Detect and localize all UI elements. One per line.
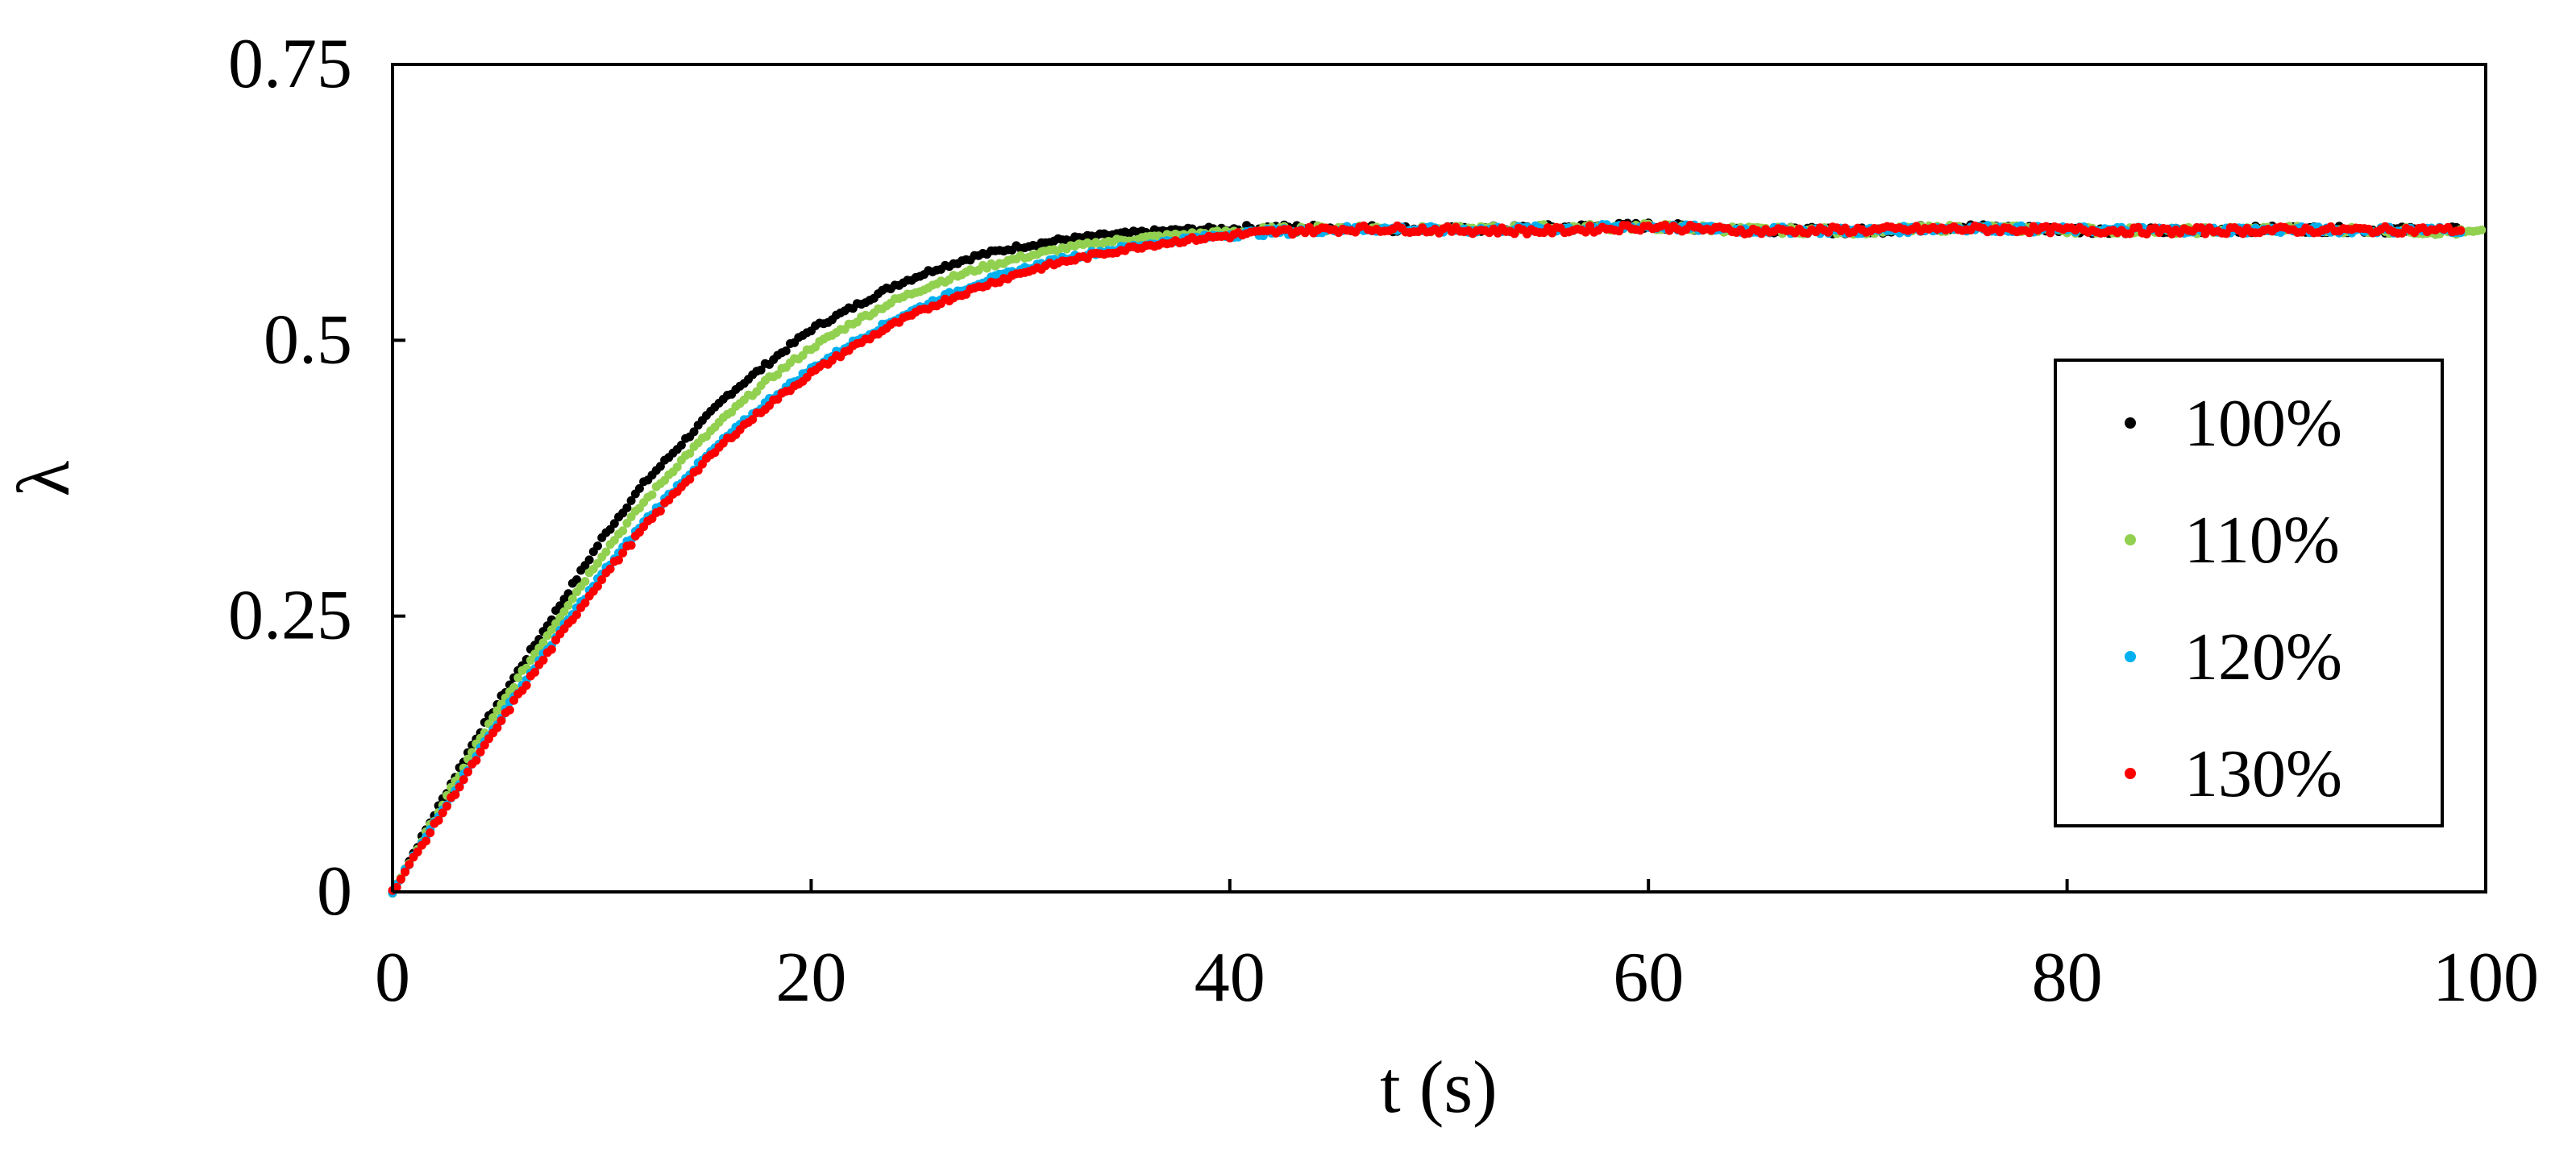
data-point	[614, 555, 623, 565]
data-point	[626, 541, 636, 550]
data-point	[672, 462, 682, 472]
data-point	[593, 541, 602, 551]
x-tick-label: 60	[1613, 939, 1684, 1017]
data-point	[601, 547, 611, 557]
x-tick-label: 80	[2032, 939, 2103, 1017]
x-tick-label: 100	[2433, 939, 2539, 1017]
data-point	[572, 610, 581, 620]
data-point	[422, 836, 431, 846]
y-axis-title: λ	[2, 460, 85, 496]
data-point	[567, 594, 577, 603]
data-point	[413, 847, 422, 856]
data-point	[526, 656, 535, 665]
data-point	[472, 756, 481, 765]
data-point	[492, 723, 502, 732]
data-point	[530, 667, 540, 677]
data-point	[609, 519, 619, 529]
x-tick-label: 20	[775, 939, 846, 1017]
data-point	[597, 575, 607, 584]
data-point	[605, 564, 615, 574]
data-point	[476, 747, 485, 757]
data-point	[546, 645, 556, 654]
axes: 0 20 40 60 80 100 0 0.25 0.5 0.75	[228, 25, 2539, 1017]
data-point	[773, 370, 783, 379]
data-point	[463, 767, 472, 777]
data-point	[509, 695, 519, 705]
data-point	[396, 874, 405, 884]
legend: 100% 110% 120% 130%	[2054, 359, 2444, 827]
data-point	[538, 655, 548, 665]
y-tick-label: 0.75	[228, 25, 352, 103]
legend-marker	[2125, 534, 2136, 545]
legend-label: 110%	[2184, 503, 2340, 578]
data-point	[538, 638, 548, 648]
legend-label: 100%	[2184, 386, 2342, 461]
data-point	[434, 815, 443, 825]
data-point	[401, 867, 410, 877]
data-point	[781, 346, 791, 355]
data-point	[689, 427, 699, 437]
data-point	[580, 598, 590, 607]
data-point	[497, 716, 506, 725]
data-point	[459, 775, 468, 785]
data-point	[593, 582, 602, 591]
data-point	[480, 740, 489, 750]
data-point	[584, 555, 594, 565]
data-point	[685, 475, 695, 484]
data-point	[1585, 221, 1594, 230]
data-point	[572, 575, 581, 584]
data-point	[626, 495, 636, 505]
data-point	[488, 713, 498, 723]
legend-marker	[2125, 768, 2136, 779]
data-point	[426, 828, 435, 838]
y-tick-label: 0	[317, 852, 352, 931]
data-point	[405, 860, 414, 869]
data-point	[655, 462, 665, 471]
legend-label: 120%	[2184, 620, 2342, 695]
data-point	[546, 625, 556, 635]
y-tick-label: 0.5	[264, 301, 352, 379]
legend-label: 130%	[2184, 736, 2342, 811]
x-tick-label: 40	[1195, 939, 1265, 1017]
data-point	[505, 705, 514, 715]
y-tick-label: 0.25	[228, 577, 352, 655]
x-axis-title: t (s)	[1380, 1046, 1498, 1128]
data-point	[392, 882, 401, 892]
data-point	[563, 600, 573, 610]
data-point	[634, 483, 644, 493]
x-tick-label: 0	[375, 939, 410, 1017]
data-point	[676, 441, 686, 450]
data-point	[2477, 226, 2487, 234]
data-point	[451, 790, 460, 799]
legend-marker	[2125, 651, 2136, 662]
data-point	[756, 365, 766, 375]
data-point	[455, 782, 464, 792]
data-point	[2042, 222, 2051, 231]
data-point	[513, 673, 523, 682]
legend-marker	[2125, 417, 2136, 429]
data-point	[622, 503, 632, 512]
data-point	[647, 490, 657, 500]
legend-box	[2054, 359, 2444, 827]
data-point	[618, 526, 628, 536]
data-point	[580, 577, 590, 587]
data-point	[521, 681, 531, 690]
data-point	[2456, 226, 2466, 235]
data-point	[438, 808, 447, 818]
data-point	[442, 802, 451, 811]
data-point	[685, 449, 695, 458]
data-point	[1581, 227, 1590, 237]
data-point	[622, 518, 632, 528]
data-point	[618, 548, 628, 558]
series-130pct	[388, 220, 2466, 895]
data-point	[492, 706, 502, 715]
data-point	[655, 506, 665, 516]
data-point	[593, 558, 602, 568]
data-points	[388, 218, 2487, 898]
data-point	[748, 415, 758, 425]
